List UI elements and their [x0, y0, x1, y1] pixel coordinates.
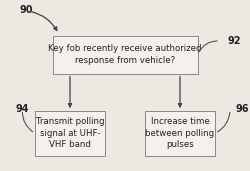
- Text: Key fob recently receive authorized
response from vehicle?: Key fob recently receive authorized resp…: [48, 44, 202, 65]
- FancyBboxPatch shape: [52, 36, 198, 74]
- FancyBboxPatch shape: [145, 111, 215, 156]
- Text: 96: 96: [235, 104, 248, 114]
- FancyBboxPatch shape: [35, 111, 105, 156]
- Text: 92: 92: [228, 36, 241, 46]
- Text: Transmit polling
signal at UHF-
VHF band: Transmit polling signal at UHF- VHF band: [36, 117, 104, 149]
- Text: 90: 90: [20, 5, 34, 15]
- Text: 94: 94: [15, 104, 28, 114]
- Text: Increase time
between polling
pulses: Increase time between polling pulses: [146, 117, 214, 149]
